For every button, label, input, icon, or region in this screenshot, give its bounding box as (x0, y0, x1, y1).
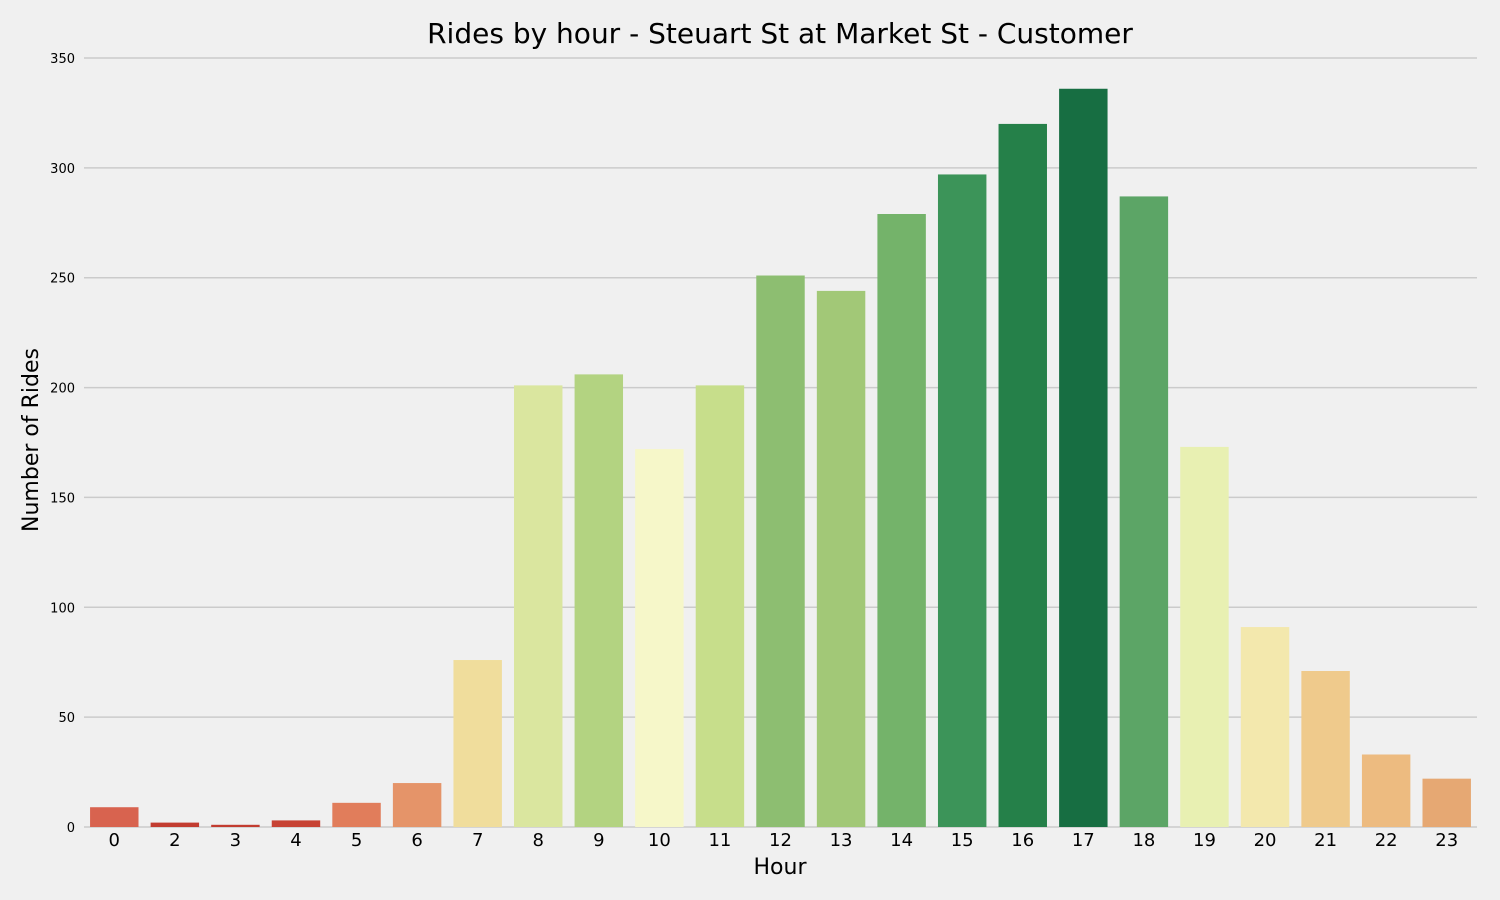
bar-hour-9 (574, 374, 624, 827)
bar-hour-17 (1059, 88, 1108, 827)
x-tick-label: 14 (890, 830, 913, 851)
y-tick-label: 350 (50, 52, 75, 67)
bar-hour-4 (271, 820, 321, 827)
bar-hour-10 (635, 449, 684, 827)
x-tick-label: 20 (1254, 830, 1277, 851)
bar-hour-22 (1361, 754, 1411, 827)
x-tick-label: 23 (1435, 830, 1458, 851)
x-tick-label: 13 (830, 830, 853, 851)
x-tick-label: 7 (472, 830, 483, 851)
x-tick-label: 10 (648, 830, 671, 851)
y-tick-label: 50 (58, 711, 75, 726)
x-tick-labels: 0 2 3 4 5 6 7 8 9 10 11 12 13 14 15 16 17 18 19 20 21 22 23 (109, 830, 1459, 851)
bar-hour-5 (332, 802, 381, 827)
bar-hour-8 (514, 385, 563, 827)
y-axis-label: Number of Rides (19, 348, 44, 532)
bar-hour-18 (1119, 196, 1169, 828)
chart-title: Rides by hour - Steuart St at Market St … (427, 17, 1133, 50)
x-tick-label: 6 (411, 830, 422, 851)
x-tick-label: 16 (1011, 830, 1034, 851)
bar-hour-19 (1180, 446, 1229, 827)
y-tick-labels: 0 50 100 150 200 250 300 350 (50, 52, 75, 836)
bar-hour-2 (150, 822, 200, 827)
bar-hour-16 (998, 123, 1047, 827)
y-tick-label: 300 (50, 162, 75, 177)
bar-hour-12 (756, 275, 805, 827)
x-tick-label: 11 (708, 830, 731, 851)
y-tick-label: 100 (50, 601, 75, 616)
bar-hour-6 (392, 783, 442, 827)
x-tick-label: 8 (533, 830, 544, 851)
bar-hour-23 (1422, 778, 1471, 827)
bar-hour-3 (211, 824, 260, 827)
x-tick-label: 18 (1132, 830, 1155, 851)
x-tick-label: 0 (109, 830, 120, 851)
y-tick-label: 250 (50, 272, 75, 287)
x-axis-label: Hour (754, 855, 808, 880)
x-tick-label: 15 (951, 830, 974, 851)
x-tick-label: 4 (290, 830, 301, 851)
y-tick-label: 0 (67, 821, 75, 836)
y-tick-label: 200 (50, 382, 75, 397)
bar-hour-20 (1240, 627, 1290, 827)
bar-hour-21 (1301, 671, 1350, 827)
bars (90, 88, 1471, 828)
bar-hour-7 (453, 660, 502, 827)
x-tick-label: 5 (351, 830, 362, 851)
bar-hour-14 (877, 213, 926, 828)
x-tick-label: 2 (169, 830, 180, 851)
x-tick-label: 17 (1072, 830, 1095, 851)
x-tick-label: 21 (1314, 830, 1337, 851)
x-tick-label: 22 (1375, 830, 1398, 851)
bar-hour-15 (937, 174, 987, 827)
bar-hour-13 (816, 290, 866, 827)
x-tick-label: 3 (230, 830, 241, 851)
x-tick-label: 12 (769, 830, 792, 851)
y-tick-label: 150 (50, 491, 75, 506)
x-tick-label: 19 (1193, 830, 1216, 851)
x-tick-label: 9 (593, 830, 604, 851)
bar-hour-0 (90, 807, 139, 827)
bar-hour-11 (695, 385, 745, 827)
